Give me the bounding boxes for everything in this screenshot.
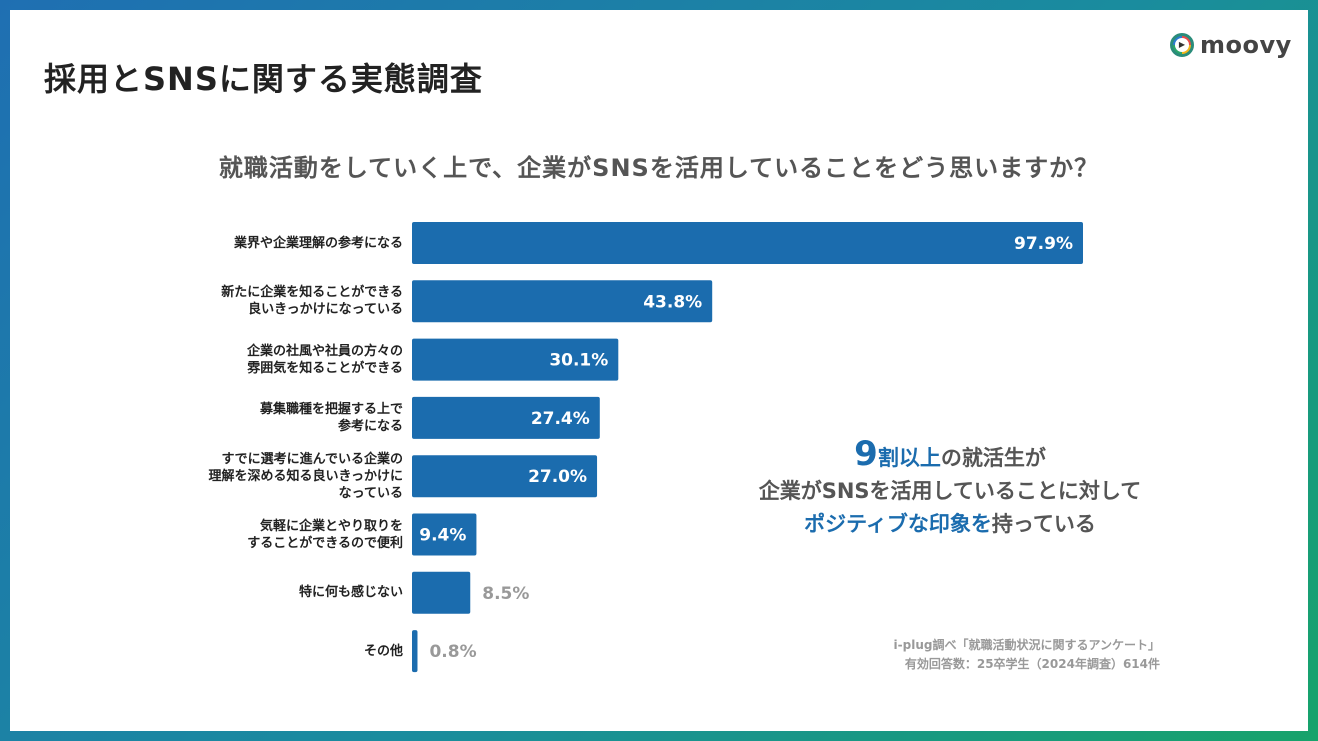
bar-value-label-4: 27.4% bbox=[531, 409, 590, 429]
logo-text: moovy bbox=[1200, 31, 1292, 59]
category-label-6: 気軽に企業とやり取りを することができるので便利 bbox=[247, 518, 403, 551]
chart-question: 就職活動をしていく上で、企業がSNSを活用していることをどう思いますか？ bbox=[218, 154, 1100, 182]
bar-value-label-5: 27.0% bbox=[528, 467, 587, 487]
category-label-3: 企業の社風や社員の方々の 雰囲気を知ることができる bbox=[246, 343, 403, 376]
category-label-4: 募集職種を把握する上で 参考になる bbox=[259, 401, 403, 434]
source-line-2: 有効回答数：25卒学生（2024年調査）614件 bbox=[904, 657, 1160, 671]
bar-1 bbox=[412, 222, 1083, 264]
bar-4 bbox=[412, 396, 600, 439]
category-label-2: 新たに企業を知ることができる 良いきっかけになっている bbox=[221, 285, 403, 318]
bar-value-label-2: 43.8% bbox=[643, 292, 702, 312]
callout-line-1: 9割以上の就活生が bbox=[710, 437, 1190, 475]
bar-chart: 97.9% 43.8% 30.1% 27.4% 27.0% 9.4% 8.5% 0.8% bbox=[412, 222, 1083, 673]
bar-2 bbox=[412, 280, 713, 323]
callout-mid-3: を bbox=[970, 512, 992, 536]
source-line-1: i-plug調べ「就職活動状況に関するアンケート」 bbox=[893, 638, 1160, 652]
category-label-7: 特に何も感じない bbox=[298, 585, 403, 601]
callout-rest-3: 持っている bbox=[991, 512, 1096, 536]
callout-highlight-1: 割以上 bbox=[877, 446, 941, 470]
callout-rest-1: の就活生が bbox=[940, 446, 1046, 470]
callout-line-3: ポジティブな印象を持っている bbox=[710, 508, 1190, 541]
bar-5 bbox=[412, 455, 598, 498]
bar-7 bbox=[412, 571, 471, 614]
category-label-1: 業界や企業理解の参考になる bbox=[233, 235, 403, 251]
bar-value-label-8: 0.8% bbox=[429, 642, 476, 662]
category-label-5: すでに選考に進んでいる企業の 理解を深める知る良いきっかけに なっている bbox=[208, 451, 403, 501]
bar-6 bbox=[412, 513, 477, 556]
bar-value-label-3: 30.1% bbox=[549, 351, 608, 371]
bar-value-label-6: 9.4% bbox=[419, 526, 466, 546]
bar-8 bbox=[412, 630, 418, 673]
callout-number: 9 bbox=[854, 434, 878, 474]
callout-line-2: 企業がSNSを活用していることに対して bbox=[758, 479, 1142, 503]
logo: ▶ moovy bbox=[1170, 30, 1292, 60]
play-circle-icon: ▶ bbox=[1170, 33, 1194, 57]
bar-value-label-7: 8.5% bbox=[482, 584, 529, 604]
callout: 9割以上の就活生が 企業がSNSを活用していることに対して ポジティブな印象を持… bbox=[710, 437, 1190, 541]
bar-value-label-1: 97.9% bbox=[1014, 234, 1073, 254]
page-title: 採用とSNSに関する実態調査 bbox=[44, 60, 483, 98]
bar-3 bbox=[412, 338, 619, 381]
callout-highlight-3: ポジティブな印象 bbox=[804, 512, 971, 536]
source-note: i-plug調べ「就職活動状況に関するアンケート」 有効回答数：25卒学生（20… bbox=[770, 636, 1160, 674]
category-label-8: その他 bbox=[363, 643, 403, 659]
slide: 採用とSNSに関する実態調査 ▶ moovy 就職活動をしていく上で、企業がSN… bbox=[10, 10, 1308, 731]
